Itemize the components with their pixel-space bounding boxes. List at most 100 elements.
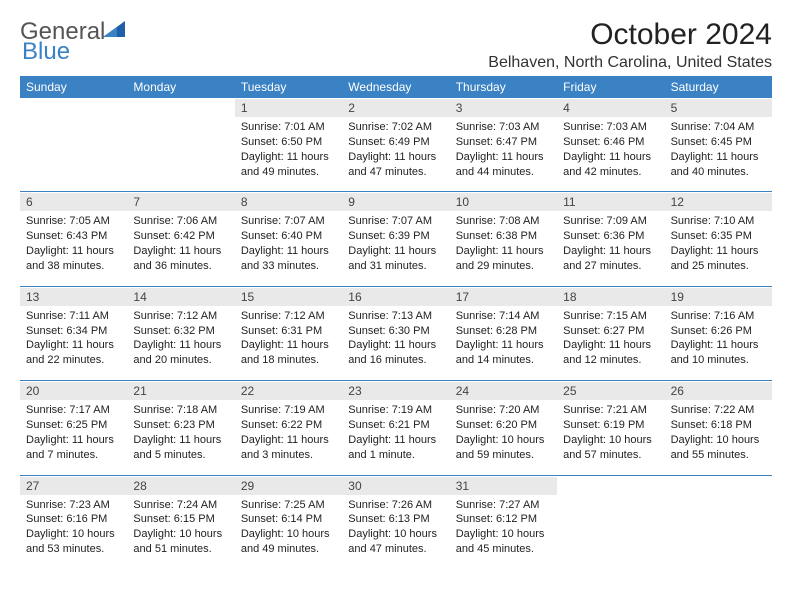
day2-text: and 27 minutes.: [563, 259, 658, 274]
calendar-cell: 20Sunrise: 7:17 AMSunset: 6:25 PMDayligh…: [20, 381, 127, 472]
day-number: 22: [235, 382, 342, 400]
day2-text: and 59 minutes.: [456, 448, 551, 463]
sunrise-text: Sunrise: 7:07 AM: [241, 214, 336, 229]
calendar-cell: 6Sunrise: 7:05 AMSunset: 6:43 PMDaylight…: [20, 192, 127, 283]
day1-text: Daylight: 11 hours: [133, 338, 228, 353]
day2-text: and 45 minutes.: [456, 542, 551, 557]
sunset-text: Sunset: 6:14 PM: [241, 512, 336, 527]
day2-text: and 31 minutes.: [348, 259, 443, 274]
sunset-text: Sunset: 6:32 PM: [133, 324, 228, 339]
calendar-cell: 23Sunrise: 7:19 AMSunset: 6:21 PMDayligh…: [342, 381, 449, 472]
day1-text: Daylight: 11 hours: [348, 150, 443, 165]
calendar-cell: 2Sunrise: 7:02 AMSunset: 6:49 PMDaylight…: [342, 98, 449, 189]
day-number: 14: [127, 288, 234, 306]
calendar-cell: 21Sunrise: 7:18 AMSunset: 6:23 PMDayligh…: [127, 381, 234, 472]
day-header: Wednesday: [342, 76, 449, 98]
day2-text: and 10 minutes.: [671, 353, 766, 368]
calendar-cell: 16Sunrise: 7:13 AMSunset: 6:30 PMDayligh…: [342, 287, 449, 378]
sunset-text: Sunset: 6:42 PM: [133, 229, 228, 244]
calendar-cell: 9Sunrise: 7:07 AMSunset: 6:39 PMDaylight…: [342, 192, 449, 283]
day1-text: Daylight: 10 hours: [241, 527, 336, 542]
calendar-cell: 11Sunrise: 7:09 AMSunset: 6:36 PMDayligh…: [557, 192, 664, 283]
day-number: 15: [235, 288, 342, 306]
day2-text: and 49 minutes.: [241, 165, 336, 180]
sunrise-text: Sunrise: 7:03 AM: [456, 120, 551, 135]
title-block: October 2024 Belhaven, North Carolina, U…: [488, 18, 772, 72]
day1-text: Daylight: 10 hours: [26, 527, 121, 542]
day1-text: Daylight: 11 hours: [563, 150, 658, 165]
day1-text: Daylight: 11 hours: [133, 244, 228, 259]
day2-text: and 20 minutes.: [133, 353, 228, 368]
sunrise-text: Sunrise: 7:17 AM: [26, 403, 121, 418]
day-number: 1: [235, 99, 342, 117]
day-number: 9: [342, 193, 449, 211]
day1-text: Daylight: 11 hours: [133, 433, 228, 448]
day2-text: and 57 minutes.: [563, 448, 658, 463]
calendar-cell: 18Sunrise: 7:15 AMSunset: 6:27 PMDayligh…: [557, 287, 664, 378]
day2-text: and 42 minutes.: [563, 165, 658, 180]
sunrise-text: Sunrise: 7:21 AM: [563, 403, 658, 418]
sunset-text: Sunset: 6:26 PM: [671, 324, 766, 339]
day-number: 23: [342, 382, 449, 400]
day2-text: and 1 minute.: [348, 448, 443, 463]
sunrise-text: Sunrise: 7:14 AM: [456, 309, 551, 324]
day1-text: Daylight: 11 hours: [26, 338, 121, 353]
day2-text: and 12 minutes.: [563, 353, 658, 368]
day-number: 18: [557, 288, 664, 306]
day2-text: and 29 minutes.: [456, 259, 551, 274]
day-number: 13: [20, 288, 127, 306]
day2-text: and 40 minutes.: [671, 165, 766, 180]
sunrise-text: Sunrise: 7:12 AM: [133, 309, 228, 324]
day-number: 4: [557, 99, 664, 117]
day1-text: Daylight: 11 hours: [563, 338, 658, 353]
sunset-text: Sunset: 6:21 PM: [348, 418, 443, 433]
page: General Blue October 2024 Belhaven, Nort…: [0, 0, 792, 577]
calendar-cell: 8Sunrise: 7:07 AMSunset: 6:40 PMDaylight…: [235, 192, 342, 283]
day1-text: Daylight: 11 hours: [456, 244, 551, 259]
sunset-text: Sunset: 6:12 PM: [456, 512, 551, 527]
calendar-cell: 5Sunrise: 7:04 AMSunset: 6:45 PMDaylight…: [665, 98, 772, 189]
day2-text: and 16 minutes.: [348, 353, 443, 368]
sunrise-text: Sunrise: 7:18 AM: [133, 403, 228, 418]
day1-text: Daylight: 10 hours: [563, 433, 658, 448]
sunset-text: Sunset: 6:13 PM: [348, 512, 443, 527]
sunrise-text: Sunrise: 7:22 AM: [671, 403, 766, 418]
calendar-cell: 28Sunrise: 7:24 AMSunset: 6:15 PMDayligh…: [127, 476, 234, 567]
sunset-text: Sunset: 6:43 PM: [26, 229, 121, 244]
day1-text: Daylight: 10 hours: [671, 433, 766, 448]
day1-text: Daylight: 11 hours: [348, 433, 443, 448]
day-header: Saturday: [665, 76, 772, 98]
calendar-cell: [665, 476, 772, 567]
day2-text: and 55 minutes.: [671, 448, 766, 463]
day1-text: Daylight: 11 hours: [241, 338, 336, 353]
day-number: 24: [450, 382, 557, 400]
sunrise-text: Sunrise: 7:07 AM: [348, 214, 443, 229]
calendar-cell: 27Sunrise: 7:23 AMSunset: 6:16 PMDayligh…: [20, 476, 127, 567]
calendar-cell: 19Sunrise: 7:16 AMSunset: 6:26 PMDayligh…: [665, 287, 772, 378]
day-header: Monday: [127, 76, 234, 98]
calendar-cell: 31Sunrise: 7:27 AMSunset: 6:12 PMDayligh…: [450, 476, 557, 567]
day2-text: and 5 minutes.: [133, 448, 228, 463]
calendar-cell: 24Sunrise: 7:20 AMSunset: 6:20 PMDayligh…: [450, 381, 557, 472]
day2-text: and 49 minutes.: [241, 542, 336, 557]
calendar-cell: 25Sunrise: 7:21 AMSunset: 6:19 PMDayligh…: [557, 381, 664, 472]
sunset-text: Sunset: 6:22 PM: [241, 418, 336, 433]
sunset-text: Sunset: 6:45 PM: [671, 135, 766, 150]
sunset-text: Sunset: 6:15 PM: [133, 512, 228, 527]
sunrise-text: Sunrise: 7:02 AM: [348, 120, 443, 135]
day1-text: Daylight: 11 hours: [241, 433, 336, 448]
day1-text: Daylight: 11 hours: [26, 244, 121, 259]
logo: General Blue: [20, 20, 125, 64]
calendar-cell: 1Sunrise: 7:01 AMSunset: 6:50 PMDaylight…: [235, 98, 342, 189]
logo-word2: Blue: [22, 38, 70, 65]
sunset-text: Sunset: 6:47 PM: [456, 135, 551, 150]
sunset-text: Sunset: 6:35 PM: [671, 229, 766, 244]
sunset-text: Sunset: 6:46 PM: [563, 135, 658, 150]
sunset-text: Sunset: 6:36 PM: [563, 229, 658, 244]
day1-text: Daylight: 10 hours: [348, 527, 443, 542]
calendar-cell: [20, 98, 127, 189]
sunrise-text: Sunrise: 7:11 AM: [26, 309, 121, 324]
sunset-text: Sunset: 6:25 PM: [26, 418, 121, 433]
day2-text: and 51 minutes.: [133, 542, 228, 557]
calendar-cell: 22Sunrise: 7:19 AMSunset: 6:22 PMDayligh…: [235, 381, 342, 472]
